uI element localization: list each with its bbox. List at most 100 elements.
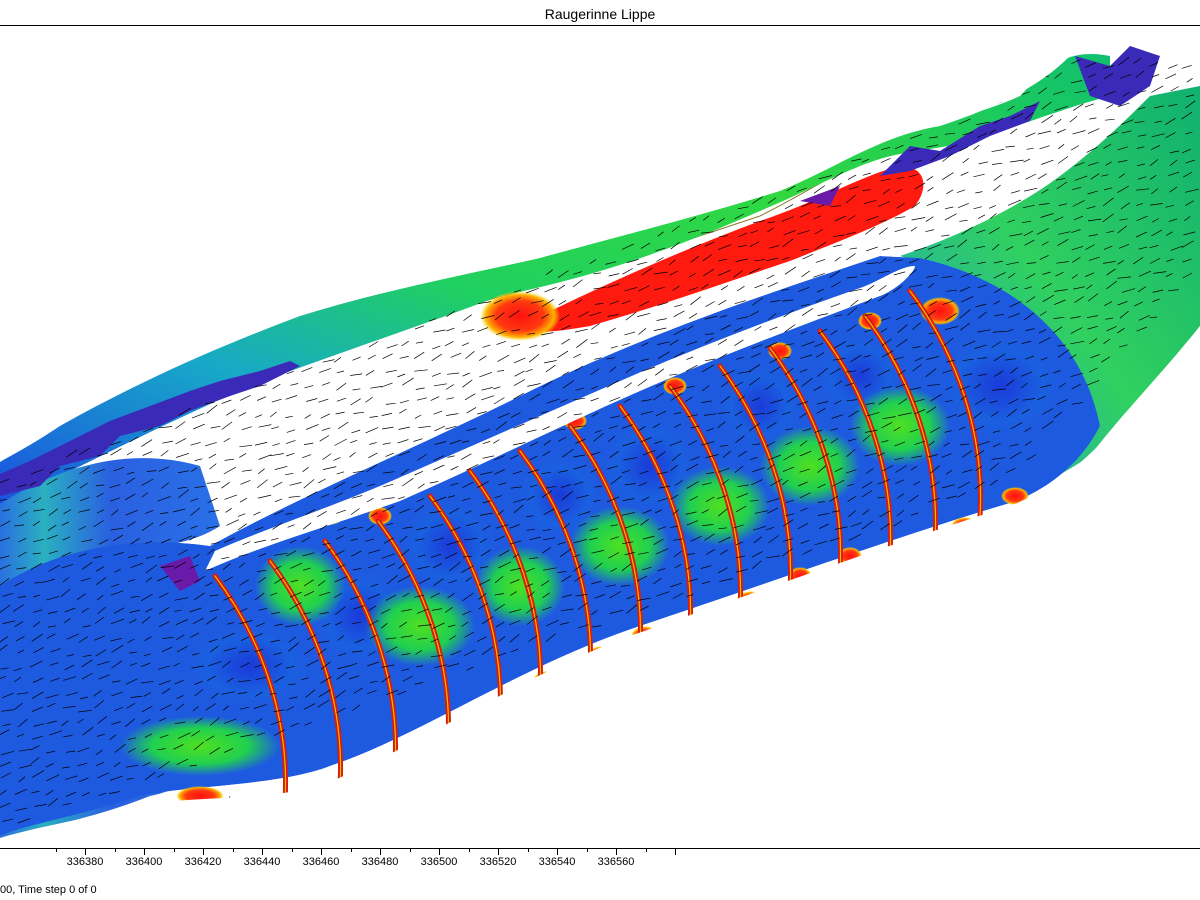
velocity-arrow	[285, 440, 296, 444]
velocity-arrow	[301, 536, 311, 543]
velocity-arrow	[607, 465, 618, 470]
velocity-arrow	[737, 484, 749, 488]
velocity-arrow	[65, 775, 78, 780]
velocity-arrow	[223, 576, 233, 583]
velocity-arrow	[866, 285, 875, 291]
velocity-arrow	[914, 398, 925, 403]
velocity-arrow	[898, 412, 912, 416]
velocity-arrow	[381, 664, 395, 668]
velocity-arrow	[335, 689, 346, 699]
velocity-arrow	[242, 541, 251, 546]
velocity-arrow	[545, 269, 554, 276]
velocity-arrow	[989, 129, 996, 134]
velocity-arrow	[1117, 276, 1131, 279]
velocity-arrow	[509, 454, 519, 460]
velocity-arrow	[690, 425, 700, 429]
velocity-arrow	[655, 247, 666, 252]
velocity-arrow	[415, 387, 425, 390]
velocity-arrow	[46, 750, 56, 754]
velocity-arrow	[386, 522, 394, 526]
velocity-arrow	[895, 479, 905, 484]
velocity-arrow	[749, 241, 760, 248]
velocity-arrow	[541, 410, 549, 414]
velocity-arrow	[159, 734, 169, 739]
velocity-arrow	[80, 577, 91, 582]
velocity-arrow	[322, 453, 332, 460]
velocity-arrow	[158, 426, 173, 429]
velocity-arrow	[32, 497, 42, 504]
velocity-arrow	[17, 551, 27, 558]
velocity-arrow	[529, 484, 538, 488]
velocity-arrow	[720, 381, 729, 388]
x-axis-tick-label: 336520	[479, 856, 517, 868]
velocity-arrow	[608, 425, 618, 430]
velocity-arrow	[940, 234, 950, 237]
velocity-arrow	[78, 553, 87, 557]
velocity-arrow	[892, 285, 903, 293]
velocity-arrow	[141, 478, 154, 486]
velocity-arrow	[17, 718, 28, 728]
velocity-arrow	[801, 341, 815, 347]
velocity-arrow	[1040, 357, 1048, 361]
velocity-arrow	[752, 220, 765, 224]
velocity-arrow	[720, 324, 731, 331]
velocity-arrow	[1041, 188, 1049, 194]
velocity-arrow	[609, 366, 617, 373]
velocity-arrow	[62, 577, 70, 583]
velocity-arrow	[110, 527, 124, 531]
velocity-arrow	[1117, 102, 1130, 108]
velocity-arrow	[173, 508, 186, 513]
velocity-arrow	[573, 481, 584, 486]
velocity-arrow	[386, 646, 398, 653]
velocity-arrow	[640, 410, 653, 415]
velocity-arrow	[801, 201, 814, 208]
velocity-arrow	[621, 469, 631, 474]
velocity-arrow	[32, 770, 45, 778]
velocity-arrow	[274, 565, 282, 570]
velocity-arrow	[977, 284, 988, 289]
plot-viewport[interactable]	[0, 26, 1200, 848]
velocity-arrow	[221, 556, 230, 560]
velocity-arrow	[578, 522, 587, 527]
velocity-arrow	[431, 353, 442, 362]
velocity-arrow	[958, 202, 969, 209]
velocity-arrow	[831, 414, 843, 419]
velocity-arrow	[1102, 65, 1115, 69]
velocity-arrow	[1087, 128, 1100, 134]
velocity-arrow	[786, 395, 799, 403]
velocity-arrow	[336, 397, 347, 402]
velocity-arrow	[674, 304, 683, 308]
velocity-arrow	[226, 409, 236, 416]
velocity-arrow	[1054, 105, 1068, 111]
velocity-arrow	[336, 370, 345, 374]
velocity-arrow	[1042, 294, 1055, 303]
velocity-arrow	[177, 470, 189, 474]
velocity-arrow	[1105, 317, 1114, 320]
velocity-arrow	[141, 616, 151, 624]
velocity-arrow	[96, 594, 104, 601]
velocity-arrow	[145, 577, 153, 583]
velocity-arrow	[448, 579, 458, 584]
velocity-arrow	[335, 411, 345, 415]
velocity-arrow	[126, 451, 134, 456]
velocity-arrow	[590, 515, 600, 518]
velocity-arrow	[974, 425, 985, 431]
velocity-arrow	[621, 511, 636, 516]
velocity-arrow	[894, 457, 904, 461]
velocity-arrow	[110, 618, 125, 625]
velocity-arrow	[1151, 74, 1160, 78]
velocity-arrow	[577, 624, 589, 629]
velocity-arrow	[209, 463, 217, 470]
velocity-arrow	[718, 536, 731, 544]
velocity-arrow	[30, 469, 44, 475]
velocity-arrow	[753, 525, 767, 531]
velocity-arrow	[257, 396, 267, 401]
velocity-arrow	[573, 397, 586, 401]
velocity-arrow	[207, 497, 218, 504]
velocity-arrow	[45, 763, 54, 768]
velocity-arrow	[594, 485, 603, 488]
velocity-arrow	[18, 776, 26, 783]
velocity-arrow	[385, 689, 399, 696]
velocity-arrow	[1136, 188, 1150, 191]
velocity-arrow	[1058, 382, 1066, 388]
